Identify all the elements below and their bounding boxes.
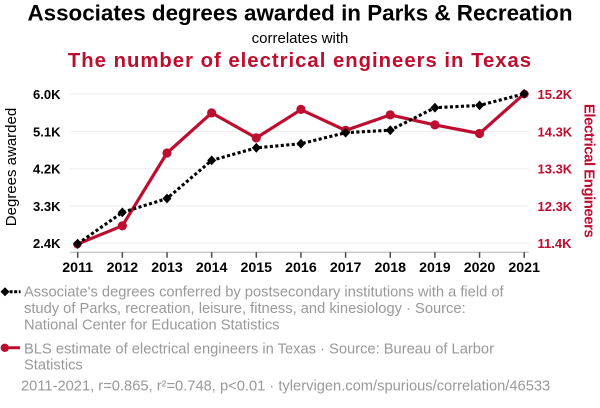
svg-text:2012: 2012 [107,260,139,276]
svg-text:2015: 2015 [241,260,273,276]
svg-text:Electrical Engineers: Electrical Engineers [581,104,598,238]
svg-text:correlates with: correlates with [252,30,349,47]
svg-text:5.1K: 5.1K [33,124,61,139]
svg-text:National Center for Education: National Center for Education Statistics [24,318,280,334]
svg-text:2017: 2017 [330,260,362,276]
svg-text:2020: 2020 [464,260,496,276]
svg-text:15.2K: 15.2K [538,87,573,102]
svg-text:2011-2021, r=0.865, r²=0.748,: 2011-2021, r=0.865, r²=0.748, p<0.01 · t… [21,378,550,394]
svg-text:2019: 2019 [419,260,451,276]
svg-text:2018: 2018 [374,260,406,276]
svg-text:Associates degrees awarded in: Associates degrees awarded in Parks & Re… [27,1,572,26]
svg-text:2011: 2011 [62,260,93,276]
svg-text:2014: 2014 [196,260,228,276]
svg-text:BLS estimate of electrical eng: BLS estimate of electrical engineers in … [24,342,494,358]
svg-text:Statistics: Statistics [24,358,83,374]
svg-text:3.3K: 3.3K [33,199,61,214]
svg-text:study of Parks, recreation, le: study of Parks, recreation, leisure, fit… [24,301,466,317]
svg-text:2021: 2021 [508,260,540,276]
svg-text:13.3K: 13.3K [538,162,573,177]
svg-text:11.4K: 11.4K [538,236,573,251]
svg-text:2013: 2013 [151,260,183,276]
svg-text:Associate's degrees conferred: Associate's degrees conferred by postsec… [24,285,505,301]
svg-text:2016: 2016 [285,260,317,276]
svg-text:6.0K: 6.0K [33,87,61,102]
svg-text:4.2K: 4.2K [33,162,61,177]
svg-text:14.3K: 14.3K [538,124,573,139]
svg-text:Degrees awarded: Degrees awarded [3,108,20,226]
svg-text:12.3K: 12.3K [538,199,573,214]
svg-text:2.4K: 2.4K [33,236,61,251]
svg-text:The number of electrical engin: The number of electrical engineers in Te… [68,50,532,72]
